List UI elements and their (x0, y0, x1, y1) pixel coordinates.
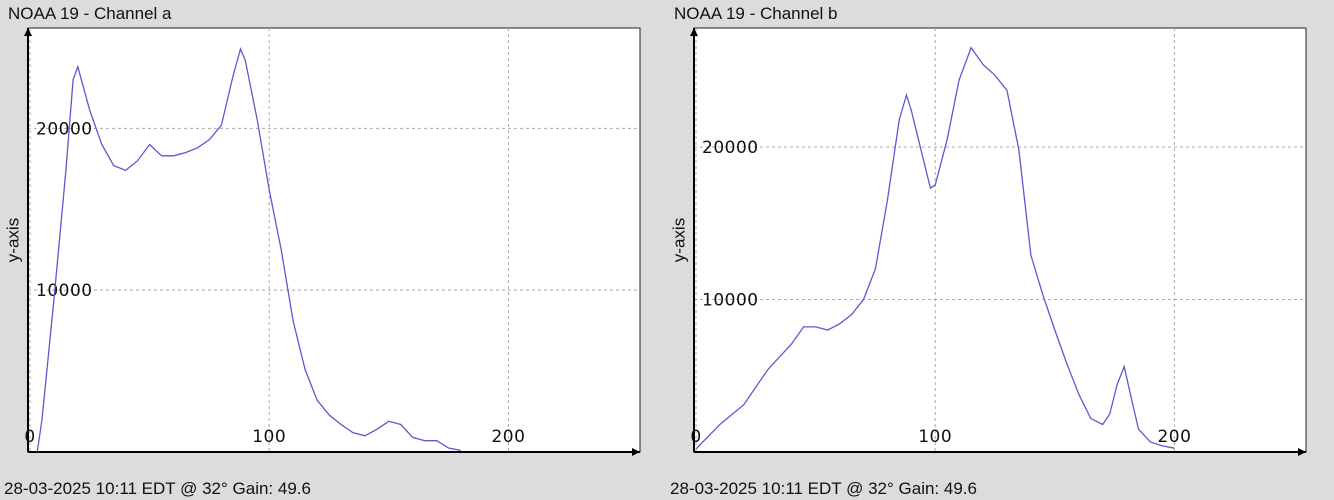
histogram-line (36, 47, 461, 453)
y-tick-label: 10000 (36, 281, 93, 301)
x-tick-label: 0 (24, 427, 35, 447)
plot-area (693, 27, 1307, 453)
x-tick-label: 200 (491, 427, 525, 447)
chart-panel: NOAA 19 - Channel a 28-03-2025 10:11 EDT … (3, 4, 641, 498)
chart-title: NOAA 19 - Channel b (674, 4, 837, 23)
plot-area (27, 27, 641, 453)
x-tick-label: 100 (918, 427, 952, 447)
y-tick-label: 20000 (36, 119, 93, 139)
x-tick-label: 0 (690, 427, 701, 447)
chart-title: NOAA 19 - Channel a (8, 4, 172, 23)
chart-panel: NOAA 19 - Channel b 28-03-2025 10:11 EDT … (669, 4, 1307, 498)
footer-status: 28-03-2025 10:11 EDT @ 32° Gain: 49.6 (4, 479, 311, 498)
footer-status: 28-03-2025 10:11 EDT @ 32° Gain: 49.6 (670, 479, 977, 498)
axis-arrow (1298, 448, 1306, 456)
axis-arrow (24, 28, 32, 36)
histogram-line (695, 46, 1175, 450)
y-axis-label: y-axis (669, 218, 688, 262)
axis-arrow (690, 28, 698, 36)
y-tick-label: 10000 (702, 290, 759, 310)
y-tick-label: 20000 (702, 138, 759, 158)
y-axis-label: y-axis (3, 218, 22, 262)
axis-arrow (632, 448, 640, 456)
x-tick-label: 100 (252, 427, 286, 447)
x-tick-label: 200 (1157, 427, 1191, 447)
